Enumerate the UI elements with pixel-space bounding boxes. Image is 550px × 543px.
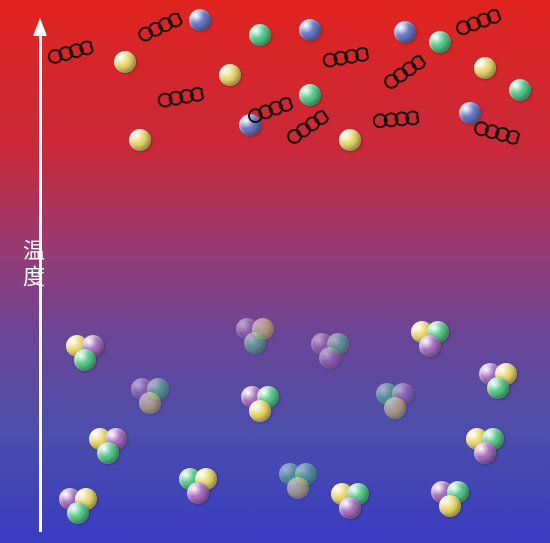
quark-green: [429, 31, 451, 53]
quark-blue: [299, 19, 321, 41]
quark-purple: [187, 482, 209, 504]
quark-green: [249, 24, 271, 46]
quark-green: [97, 442, 119, 464]
quark-yellow: [139, 392, 161, 414]
quark-green: [244, 332, 266, 354]
quark-purple: [339, 497, 361, 519]
quark-green: [487, 377, 509, 399]
temperature-axis-label: 温度: [16, 239, 48, 291]
quark-yellow: [439, 495, 461, 517]
temperature-gradient-background: [0, 0, 550, 543]
diagram-stage: 温度: [0, 0, 550, 543]
quark-yellow: [249, 400, 271, 422]
quark-yellow: [219, 64, 241, 86]
quark-yellow: [287, 477, 309, 499]
gluon-icon: [370, 107, 420, 136]
quark-yellow: [114, 51, 136, 73]
quark-purple: [419, 335, 441, 357]
quark-blue: [189, 9, 211, 31]
quark-yellow: [474, 57, 496, 79]
quark-blue: [394, 21, 416, 43]
quark-purple: [474, 442, 496, 464]
quark-green: [299, 84, 321, 106]
quark-yellow: [384, 397, 406, 419]
quark-yellow: [339, 129, 361, 151]
quark-yellow: [129, 129, 151, 151]
quark-green: [67, 502, 89, 524]
quark-purple: [319, 347, 341, 369]
quark-green: [509, 79, 531, 101]
quark-green: [74, 349, 96, 371]
